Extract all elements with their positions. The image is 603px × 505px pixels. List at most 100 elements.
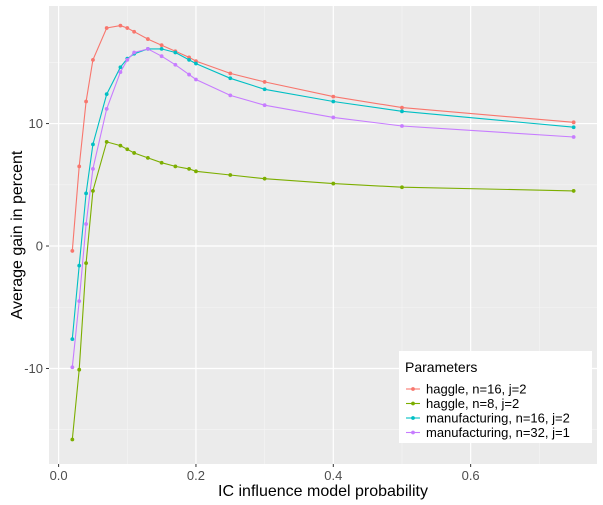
data-point (400, 105, 404, 110)
series-layer (70, 23, 576, 442)
data-point (228, 93, 233, 98)
x-axis: 0.0 0.2 0.4 0.6 (50, 464, 480, 483)
data-point (262, 103, 267, 108)
data-point (125, 57, 130, 62)
data-point (84, 261, 88, 266)
x-tick-label: 0.0 (50, 468, 68, 483)
legend-key-point (411, 416, 415, 420)
legend-background (399, 351, 592, 443)
data-point (571, 120, 576, 125)
data-point (91, 57, 95, 62)
data-point (331, 115, 336, 120)
data-point (262, 80, 267, 84)
legend-title: Parameters (405, 359, 477, 375)
y-tick-label: -10 (24, 361, 43, 376)
data-point (125, 26, 130, 30)
data-point (194, 61, 198, 66)
legend-label: haggle, n=16, j=2 (426, 382, 526, 397)
data-point (187, 57, 191, 62)
data-point (118, 23, 123, 28)
legend-item: haggle, n=16, j=2 (406, 382, 526, 397)
legend-key-point (411, 430, 415, 435)
y-axis-title: Average gain in percent (9, 150, 26, 319)
series-line (71, 141, 574, 440)
data-point (159, 54, 164, 59)
data-point (145, 155, 150, 160)
x-tick-label: 0.2 (187, 468, 205, 483)
series-line (71, 48, 574, 368)
data-point (228, 76, 233, 81)
data-point (118, 65, 123, 70)
data-point (331, 99, 336, 104)
minor-gridlines (49, 6, 597, 464)
data-point (104, 26, 109, 30)
data-point (571, 189, 576, 193)
data-point (571, 125, 576, 130)
data-point (77, 367, 82, 372)
data-point (118, 70, 123, 75)
x-tick-label: 0.4 (324, 468, 342, 483)
data-point (77, 164, 82, 169)
data-point (91, 189, 95, 193)
data-point (173, 164, 178, 169)
data-point (84, 99, 88, 104)
data-point (194, 169, 198, 174)
y-tick-label: 10 (29, 116, 43, 131)
data-point (104, 106, 109, 111)
data-point (118, 143, 123, 148)
data-point (70, 437, 75, 442)
data-point (125, 147, 130, 152)
data-point (331, 181, 336, 186)
data-point (70, 365, 75, 370)
x-tick-label: 0.6 (462, 468, 480, 483)
legend-label: haggle, n=8, j=2 (426, 396, 519, 411)
series-2 (70, 140, 576, 442)
data-point (145, 46, 150, 51)
data-point (145, 37, 150, 41)
data-point (70, 249, 75, 253)
data-point (173, 62, 178, 67)
data-point (187, 72, 191, 77)
legend-item: manufacturing, n=16, j=2 (406, 411, 570, 426)
data-point (104, 140, 109, 144)
legend-label: manufacturing, n=16, j=2 (426, 411, 570, 426)
data-point (187, 166, 191, 171)
y-tick-label: 0 (36, 239, 43, 254)
data-point (70, 337, 75, 341)
data-point (228, 71, 233, 76)
data-point (400, 109, 404, 114)
series-line (71, 48, 574, 340)
data-point (84, 191, 88, 196)
data-point (84, 222, 88, 226)
legend-item: haggle, n=8, j=2 (406, 396, 519, 411)
data-point (400, 185, 404, 190)
data-point (173, 50, 178, 55)
data-point (77, 299, 82, 304)
series-4 (70, 46, 576, 370)
data-point (400, 124, 404, 128)
data-point (159, 46, 164, 51)
legend-key-point (411, 387, 415, 391)
data-point (159, 160, 164, 165)
legend-item: manufacturing, n=32, j=1 (406, 425, 570, 440)
data-point (194, 77, 198, 82)
data-point (262, 176, 267, 181)
data-point (132, 29, 137, 34)
data-point (571, 135, 576, 139)
y-axis: -10 0 10 (24, 116, 49, 376)
data-point (159, 43, 164, 48)
legend-key-point (411, 401, 415, 406)
data-point (91, 166, 95, 171)
series-line (71, 25, 574, 251)
x-axis-title: IC influence model probability (218, 483, 428, 500)
data-point (228, 173, 233, 177)
data-point (262, 87, 267, 92)
data-point (331, 94, 336, 99)
data-point (91, 142, 95, 147)
data-point (132, 50, 137, 55)
data-point (132, 151, 137, 155)
legend-label: manufacturing, n=32, j=1 (426, 425, 570, 440)
data-point (77, 263, 82, 268)
